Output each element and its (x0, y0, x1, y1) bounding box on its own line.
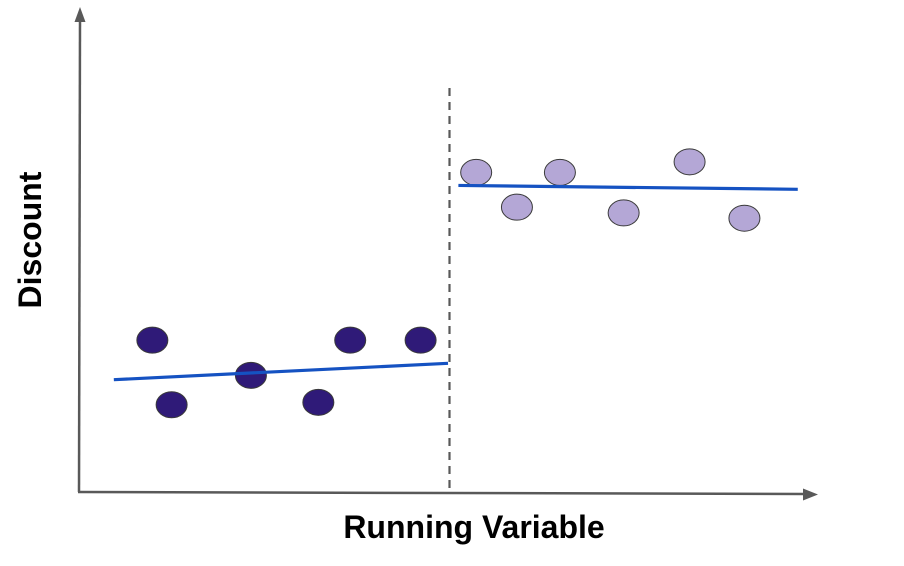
y-axis-arrowhead (74, 7, 86, 22)
y-axis-title: Discount (12, 171, 48, 308)
above-cutoff-point (460, 158, 493, 186)
x-axis-title: Running Variable (343, 509, 604, 545)
above-cutoff-point (607, 199, 640, 227)
y-axis-line (77, 19, 82, 493)
above-cutoff-point (543, 158, 576, 186)
x-axis-line (77, 490, 807, 496)
below-cutoff-point (234, 361, 267, 389)
x-axis-arrowhead (803, 488, 818, 501)
above-cutoff-point (673, 148, 706, 176)
below-cutoff-point (136, 326, 169, 354)
fit-line-above-cutoff (458, 183, 798, 191)
above-cutoff-point (728, 204, 761, 232)
above-cutoff-point (500, 193, 533, 221)
below-cutoff-point (334, 326, 367, 354)
below-cutoff-point (302, 388, 335, 416)
chart-marks (74, 7, 818, 501)
below-cutoff-point (155, 391, 188, 419)
fit-line-below-cutoff (113, 361, 449, 382)
below-cutoff-point (404, 326, 437, 354)
